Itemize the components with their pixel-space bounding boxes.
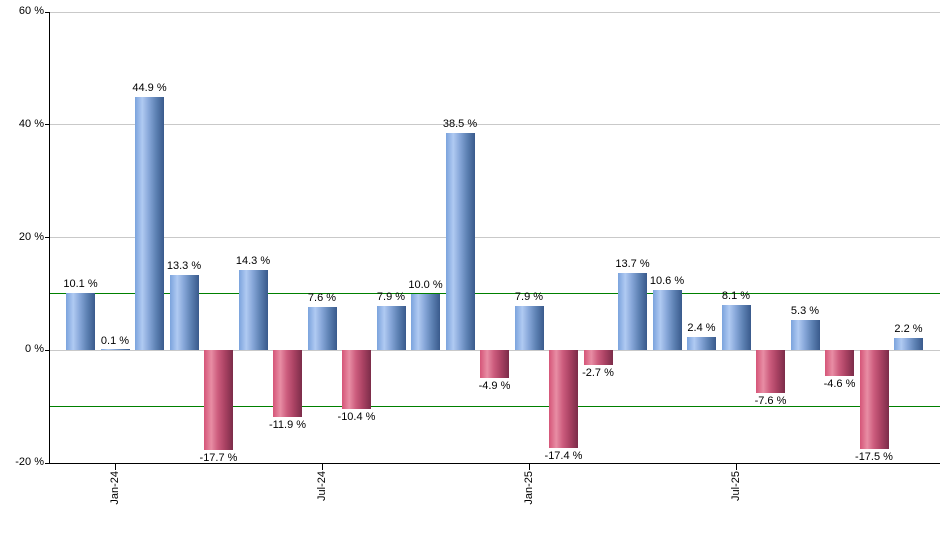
bar-value-label: -10.4 % xyxy=(337,410,376,423)
y-gridline xyxy=(49,11,940,13)
bar xyxy=(411,293,440,351)
bar xyxy=(307,307,337,351)
y-axis-label: -20 % xyxy=(15,456,44,468)
bar-value-label: -17.5 % xyxy=(855,450,893,463)
bar-value-label: 44.9 % xyxy=(132,82,167,95)
y-tick xyxy=(45,11,49,13)
x-tick xyxy=(736,463,737,470)
bar-value-label: 2.2 % xyxy=(894,322,923,335)
x-axis-label: Jul-24 xyxy=(316,471,328,501)
x-axis-line xyxy=(49,463,940,464)
x-tick xyxy=(322,463,323,470)
bar-value-label: 13.7 % xyxy=(615,258,650,271)
y-axis-label: 20 % xyxy=(18,230,44,243)
y-tick xyxy=(45,349,49,351)
bar-value-label: -17.7 % xyxy=(199,452,238,465)
bar-value-label: 10.0 % xyxy=(408,278,443,291)
y-axis-label: 0 % xyxy=(25,343,44,356)
bar-value-label: 7.9 % xyxy=(376,290,406,303)
bar-value-label: -4.9 % xyxy=(478,379,511,392)
bar xyxy=(756,350,785,394)
threshold-line xyxy=(49,406,940,408)
bar-value-label: -17.4 % xyxy=(544,450,583,463)
bar xyxy=(825,350,854,377)
bar xyxy=(514,305,544,351)
bar-value-label: 14.3 % xyxy=(235,254,271,267)
bar-value-label: 5.3 % xyxy=(790,305,820,318)
bar-value-label: -2.7 % xyxy=(582,367,614,380)
bar xyxy=(894,337,923,351)
y-axis-line xyxy=(49,12,50,463)
bar-value-label: 8.1 % xyxy=(721,289,751,302)
bar xyxy=(687,336,716,351)
x-tick xyxy=(115,463,116,470)
bar xyxy=(618,273,647,351)
bar xyxy=(169,275,199,351)
bar-value-label: 10.1 % xyxy=(63,278,98,291)
bar-value-label: 10.6 % xyxy=(649,275,685,288)
bar xyxy=(583,350,613,366)
bar-value-label: 7.9 % xyxy=(514,290,544,303)
y-gridline xyxy=(49,124,940,126)
bar xyxy=(204,350,233,451)
bar xyxy=(66,293,95,351)
x-axis-label: Jul-25 xyxy=(730,471,742,501)
y-axis-label: 40 % xyxy=(18,117,44,130)
bar xyxy=(445,133,475,351)
bar xyxy=(273,350,302,418)
bar xyxy=(376,305,406,351)
bar-value-label: 0.1 % xyxy=(100,334,130,347)
bar-value-label: 38.5 % xyxy=(442,118,478,131)
bar xyxy=(135,97,164,351)
bar-value-label: 2.4 % xyxy=(687,321,716,334)
bar xyxy=(100,348,130,351)
bar xyxy=(652,290,682,351)
y-gridline xyxy=(49,237,940,238)
bar xyxy=(721,304,751,351)
bar xyxy=(790,320,820,351)
x-axis-label: Jan-25 xyxy=(523,471,535,505)
bar-value-label: -7.6 % xyxy=(754,395,787,408)
bar xyxy=(480,350,509,378)
bar xyxy=(342,350,371,409)
bar xyxy=(238,269,268,351)
y-tick xyxy=(45,237,49,238)
bar xyxy=(859,350,889,449)
bar-value-label: -11.9 % xyxy=(268,419,307,432)
bar xyxy=(549,350,578,449)
x-axis-label: Jan-24 xyxy=(109,471,121,505)
y-tick xyxy=(45,462,49,464)
bar-value-label: -4.6 % xyxy=(823,378,856,391)
y-axis-label: 60 % xyxy=(18,5,44,17)
bar-value-label: 7.6 % xyxy=(307,292,337,305)
y-tick xyxy=(45,124,49,126)
threshold-line xyxy=(49,293,940,295)
x-tick xyxy=(529,463,530,470)
bar-value-label: 13.3 % xyxy=(166,260,202,273)
